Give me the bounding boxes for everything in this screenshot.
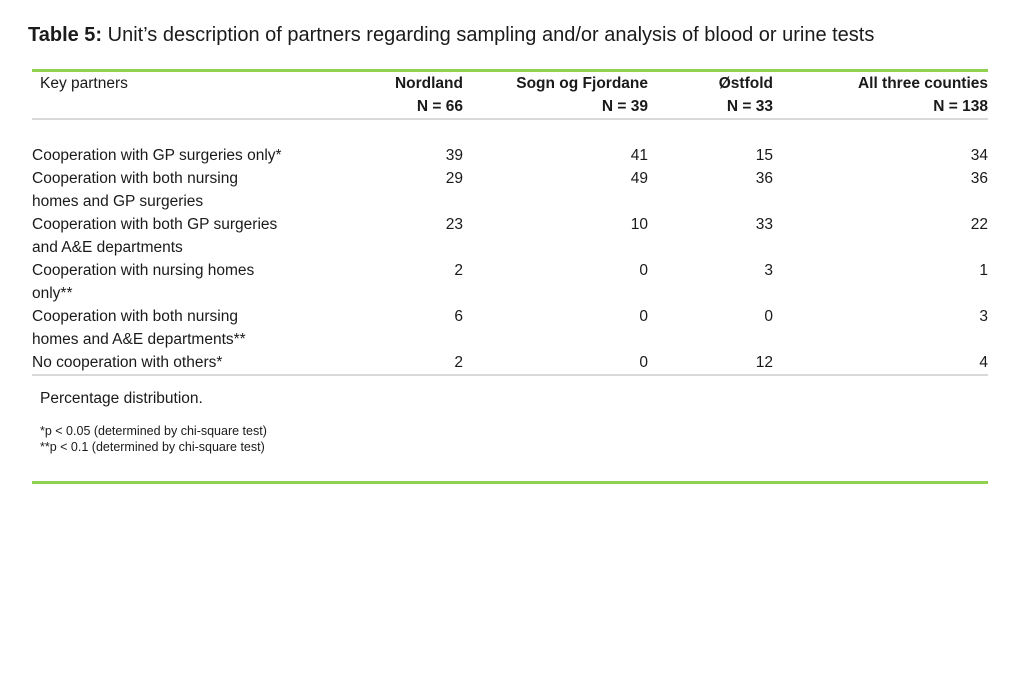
column-title: Nordland xyxy=(394,75,463,92)
bottom-divider-rule xyxy=(32,481,988,484)
column-header-nordland: Nordland N = 66 xyxy=(372,72,463,120)
cell-value: 36 xyxy=(970,170,988,187)
cell-value: 1 xyxy=(979,262,988,279)
row-label: Cooperation with both nursing homes and … xyxy=(32,305,372,351)
column-n-count: N = 66 xyxy=(416,98,463,115)
column-header-sogn-og-fjordane: Sogn og Fjordane N = 39 xyxy=(463,72,648,120)
column-title: All three counties xyxy=(857,75,988,92)
row-label-line: homes and A&E departments** xyxy=(32,331,246,348)
column-header-ostfold: Østfold N = 33 xyxy=(648,72,773,120)
footnote: *p < 0.05 (determined by chi-square test… xyxy=(40,424,267,438)
row-label-line: Cooperation with both nursing xyxy=(32,308,238,325)
column-header-key-partners: Key partners xyxy=(32,72,372,120)
cell-value: 2 xyxy=(454,354,463,371)
cell-value: 0 xyxy=(639,308,648,325)
page-title: Table 5: Unit’s description of partners … xyxy=(28,22,988,48)
row-label-line: homes and GP surgeries xyxy=(32,193,204,210)
footer-note: Percentage distribution. xyxy=(40,390,203,407)
cell-value: 4 xyxy=(979,354,988,371)
cell-value: 33 xyxy=(755,216,773,233)
table-row: Cooperation with both nursing homes and … xyxy=(32,167,988,213)
footnote: **p < 0.1 (determined by chi-square test… xyxy=(40,440,265,454)
table-footer: Percentage distribution. *p < 0.05 (dete… xyxy=(32,374,988,455)
row-label: No cooperation with others* xyxy=(32,351,372,374)
column-header-all-counties: All three counties N = 138 xyxy=(773,72,988,120)
header-row: Key partners Nordland N = 66 Sogn og Fjo… xyxy=(32,72,988,120)
table-row: No cooperation with others* 2 0 12 4 xyxy=(32,351,988,374)
table-header: Key partners Nordland N = 66 Sogn og Fjo… xyxy=(32,72,988,120)
row-label-line: only** xyxy=(32,285,73,302)
row-label-line: Cooperation with GP surgeries only* xyxy=(32,147,282,164)
cell-value: 10 xyxy=(630,216,648,233)
cell-value: 23 xyxy=(445,216,463,233)
table-row: Cooperation with both GP surgeries and A… xyxy=(32,213,988,259)
table-caption-text: Unit’s description of partners regarding… xyxy=(107,24,875,46)
cell-value: 6 xyxy=(454,308,463,325)
cell-value: 22 xyxy=(970,216,988,233)
cell-value: 3 xyxy=(979,308,988,325)
cell-value: 49 xyxy=(630,170,648,187)
column-n-count: N = 138 xyxy=(933,98,988,115)
cell-value: 3 xyxy=(764,262,773,279)
row-label-line: Cooperation with nursing homes xyxy=(32,262,255,279)
row-label: Cooperation with both nursing homes and … xyxy=(32,167,372,213)
table-row: Cooperation with GP surgeries only* 39 4… xyxy=(32,119,988,167)
row-label-line: Cooperation with both nursing xyxy=(32,170,238,187)
table-row: Cooperation with nursing homes only** 2 … xyxy=(32,259,988,305)
table-row: Cooperation with both nursing homes and … xyxy=(32,305,988,351)
cell-value: 41 xyxy=(630,147,648,164)
cell-value: 34 xyxy=(970,147,988,164)
cell-value: 0 xyxy=(639,354,648,371)
cell-value: 29 xyxy=(445,170,463,187)
footnotes-block: *p < 0.05 (determined by chi-square test… xyxy=(32,423,988,455)
cell-value: 39 xyxy=(445,147,463,164)
cell-value: 2 xyxy=(454,262,463,279)
row-label: Cooperation with both GP surgeries and A… xyxy=(32,213,372,259)
row-label-line: Cooperation with both GP surgeries xyxy=(32,216,278,233)
table-number-label: Table 5: xyxy=(28,24,103,46)
cell-value: 15 xyxy=(755,147,773,164)
row-label: Cooperation with GP surgeries only* xyxy=(32,119,372,167)
table-body: Cooperation with GP surgeries only* 39 4… xyxy=(32,119,988,374)
top-divider-rule xyxy=(32,69,988,72)
cell-value: 0 xyxy=(639,262,648,279)
column-n-count: N = 39 xyxy=(601,98,648,115)
row-label-line: No cooperation with others* xyxy=(32,354,223,371)
column-title: Østfold xyxy=(718,75,773,92)
cell-value: 12 xyxy=(755,354,773,371)
row-label-line: and A&E departments xyxy=(32,239,183,256)
cell-value: 0 xyxy=(764,308,773,325)
row-label: Cooperation with nursing homes only** xyxy=(32,259,372,305)
cell-value: 36 xyxy=(755,170,773,187)
column-title: Sogn og Fjordane xyxy=(516,75,648,92)
column-n-count: N = 33 xyxy=(726,98,773,115)
column-title: Key partners xyxy=(40,75,128,92)
partners-table: Key partners Nordland N = 66 Sogn og Fjo… xyxy=(32,72,988,374)
